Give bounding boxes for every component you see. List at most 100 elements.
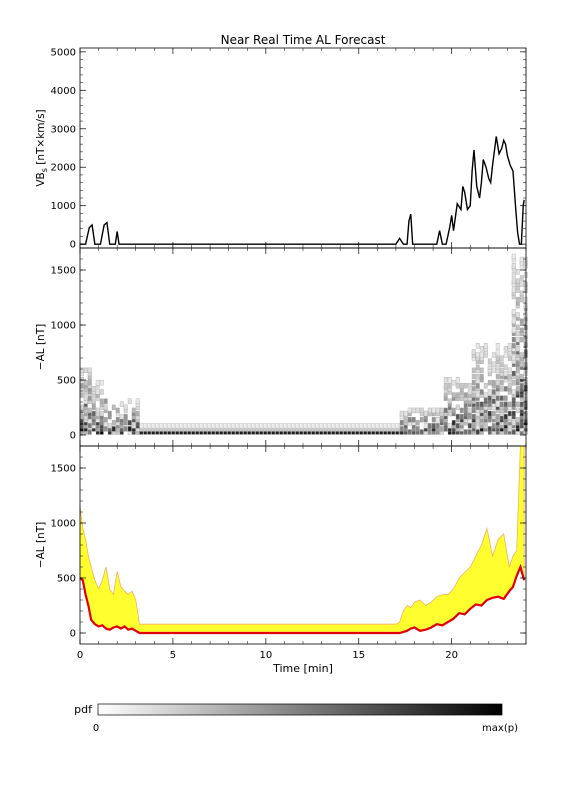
pdf-cell bbox=[199, 423, 204, 429]
pdf-cell bbox=[115, 417, 120, 423]
pdf-cell bbox=[255, 423, 260, 429]
pdf-cell bbox=[323, 423, 328, 429]
pdf-cell bbox=[519, 290, 524, 297]
pdf-cell bbox=[395, 423, 400, 429]
pdf-cell bbox=[491, 389, 496, 395]
pdf-cell bbox=[383, 423, 388, 429]
vbs-line bbox=[80, 136, 525, 245]
pdf-cell bbox=[423, 410, 428, 417]
panel-vbs-axes: 0 1000 2000 3000 4000 5000 bbox=[51, 47, 527, 251]
pdf-cell bbox=[171, 423, 176, 429]
pdf-cell bbox=[519, 275, 524, 281]
pdf-cell bbox=[491, 380, 496, 386]
pdf-cell bbox=[515, 386, 520, 392]
panel-vbs: 0 1000 2000 3000 4000 5000 VBs [nT×km/s] bbox=[35, 47, 527, 251]
pdf-cell bbox=[239, 423, 244, 429]
pdf-cell bbox=[475, 383, 480, 389]
pdf-cell bbox=[515, 278, 520, 284]
pdf-cell bbox=[351, 423, 356, 429]
pdf-cell bbox=[195, 423, 200, 429]
pdf-cell bbox=[399, 410, 404, 417]
pdf-cell bbox=[131, 407, 136, 414]
pdf-cell bbox=[263, 423, 268, 429]
pdf-cell bbox=[455, 413, 460, 420]
pdf-cell bbox=[519, 327, 524, 334]
pdf-cell bbox=[515, 336, 520, 343]
pdf-cell bbox=[299, 423, 304, 429]
y-tick-label: 1000 bbox=[51, 519, 76, 530]
pdf-cell bbox=[103, 404, 108, 411]
pdf-cell bbox=[511, 278, 516, 284]
pdf-cell bbox=[259, 423, 264, 429]
pdf-cell bbox=[327, 423, 332, 429]
pdf-cell bbox=[499, 367, 504, 374]
pdf-cell bbox=[419, 417, 424, 423]
pdf-cell bbox=[339, 423, 344, 429]
pdf-cell bbox=[511, 429, 516, 435]
panel-al-pdf-heatmap bbox=[79, 253, 528, 435]
x-tick-label: 15 bbox=[352, 650, 365, 661]
pdf-cell bbox=[275, 423, 280, 429]
pdf-cell bbox=[511, 318, 516, 324]
panel-al-pdf: 0 500 1000 1500 −AL [nT] bbox=[35, 247, 528, 447]
pdf-cell bbox=[515, 296, 520, 303]
pdf-cell bbox=[375, 423, 380, 429]
pdf-cell bbox=[387, 423, 392, 429]
pdf-cell bbox=[443, 383, 448, 389]
time-axis: 0 5 10 15 20 bbox=[77, 650, 458, 661]
pdf-cell bbox=[95, 380, 100, 386]
pdf-cell bbox=[503, 352, 508, 358]
pdf-cell bbox=[283, 423, 288, 429]
y-tick-label: 4000 bbox=[51, 86, 76, 97]
pdf-cell bbox=[515, 407, 520, 414]
pdf-cell bbox=[479, 367, 484, 374]
pdf-cell bbox=[247, 423, 252, 429]
pdf-cell bbox=[459, 413, 464, 420]
pdf-cell bbox=[147, 423, 152, 429]
pdf-cell bbox=[495, 364, 500, 370]
pdf-cell bbox=[511, 389, 516, 395]
pdf-cell bbox=[443, 392, 448, 398]
pdf-cell bbox=[111, 420, 116, 426]
pdf-cell bbox=[359, 423, 364, 429]
pdf-cell bbox=[487, 389, 492, 395]
pdf-cell bbox=[303, 423, 308, 429]
pdf-cell bbox=[123, 413, 128, 420]
pdf-cell bbox=[447, 376, 452, 383]
x-tick-label: 10 bbox=[259, 650, 272, 661]
chart-title: Near Real Time AL Forecast bbox=[221, 33, 386, 47]
pdf-cell bbox=[519, 336, 524, 343]
pdf-cell bbox=[495, 373, 500, 380]
pdf-cell bbox=[79, 383, 84, 389]
pdf-cell bbox=[307, 423, 312, 429]
pdf-cell bbox=[91, 398, 96, 404]
pdf-cell bbox=[479, 389, 484, 395]
panel-vbs-ylabel: VBs [nT×km/s] bbox=[35, 109, 49, 186]
pdf-cell bbox=[511, 410, 516, 417]
pdf-cell bbox=[507, 401, 512, 407]
pdf-cell bbox=[475, 373, 480, 380]
pdf-cell bbox=[411, 407, 416, 414]
pdf-cell bbox=[87, 367, 92, 374]
pdf-cell bbox=[127, 426, 132, 432]
pdf-cell bbox=[463, 429, 468, 435]
pdf-cell bbox=[471, 380, 476, 386]
pdf-cell bbox=[143, 423, 148, 429]
pdf-cell bbox=[135, 398, 140, 404]
pdf-cell bbox=[335, 423, 340, 429]
pdf-cell bbox=[155, 423, 160, 429]
pdf-cell bbox=[407, 407, 412, 414]
pdf-cell bbox=[399, 426, 404, 432]
pdf-cell bbox=[455, 423, 460, 429]
pdf-cell bbox=[487, 410, 492, 417]
pdf-cell bbox=[487, 358, 492, 364]
panel-al-forecast: 0 500 1000 1500 −AL [nT] bbox=[35, 445, 527, 645]
x-tick-label: 20 bbox=[445, 650, 458, 661]
pdf-cell bbox=[455, 376, 460, 383]
pdf-cell bbox=[227, 423, 232, 429]
pdf-cell bbox=[515, 330, 520, 337]
pdf-cell bbox=[231, 423, 236, 429]
pdf-cell bbox=[219, 423, 224, 429]
pdf-cell bbox=[443, 376, 448, 383]
pdf-cell bbox=[83, 395, 88, 401]
